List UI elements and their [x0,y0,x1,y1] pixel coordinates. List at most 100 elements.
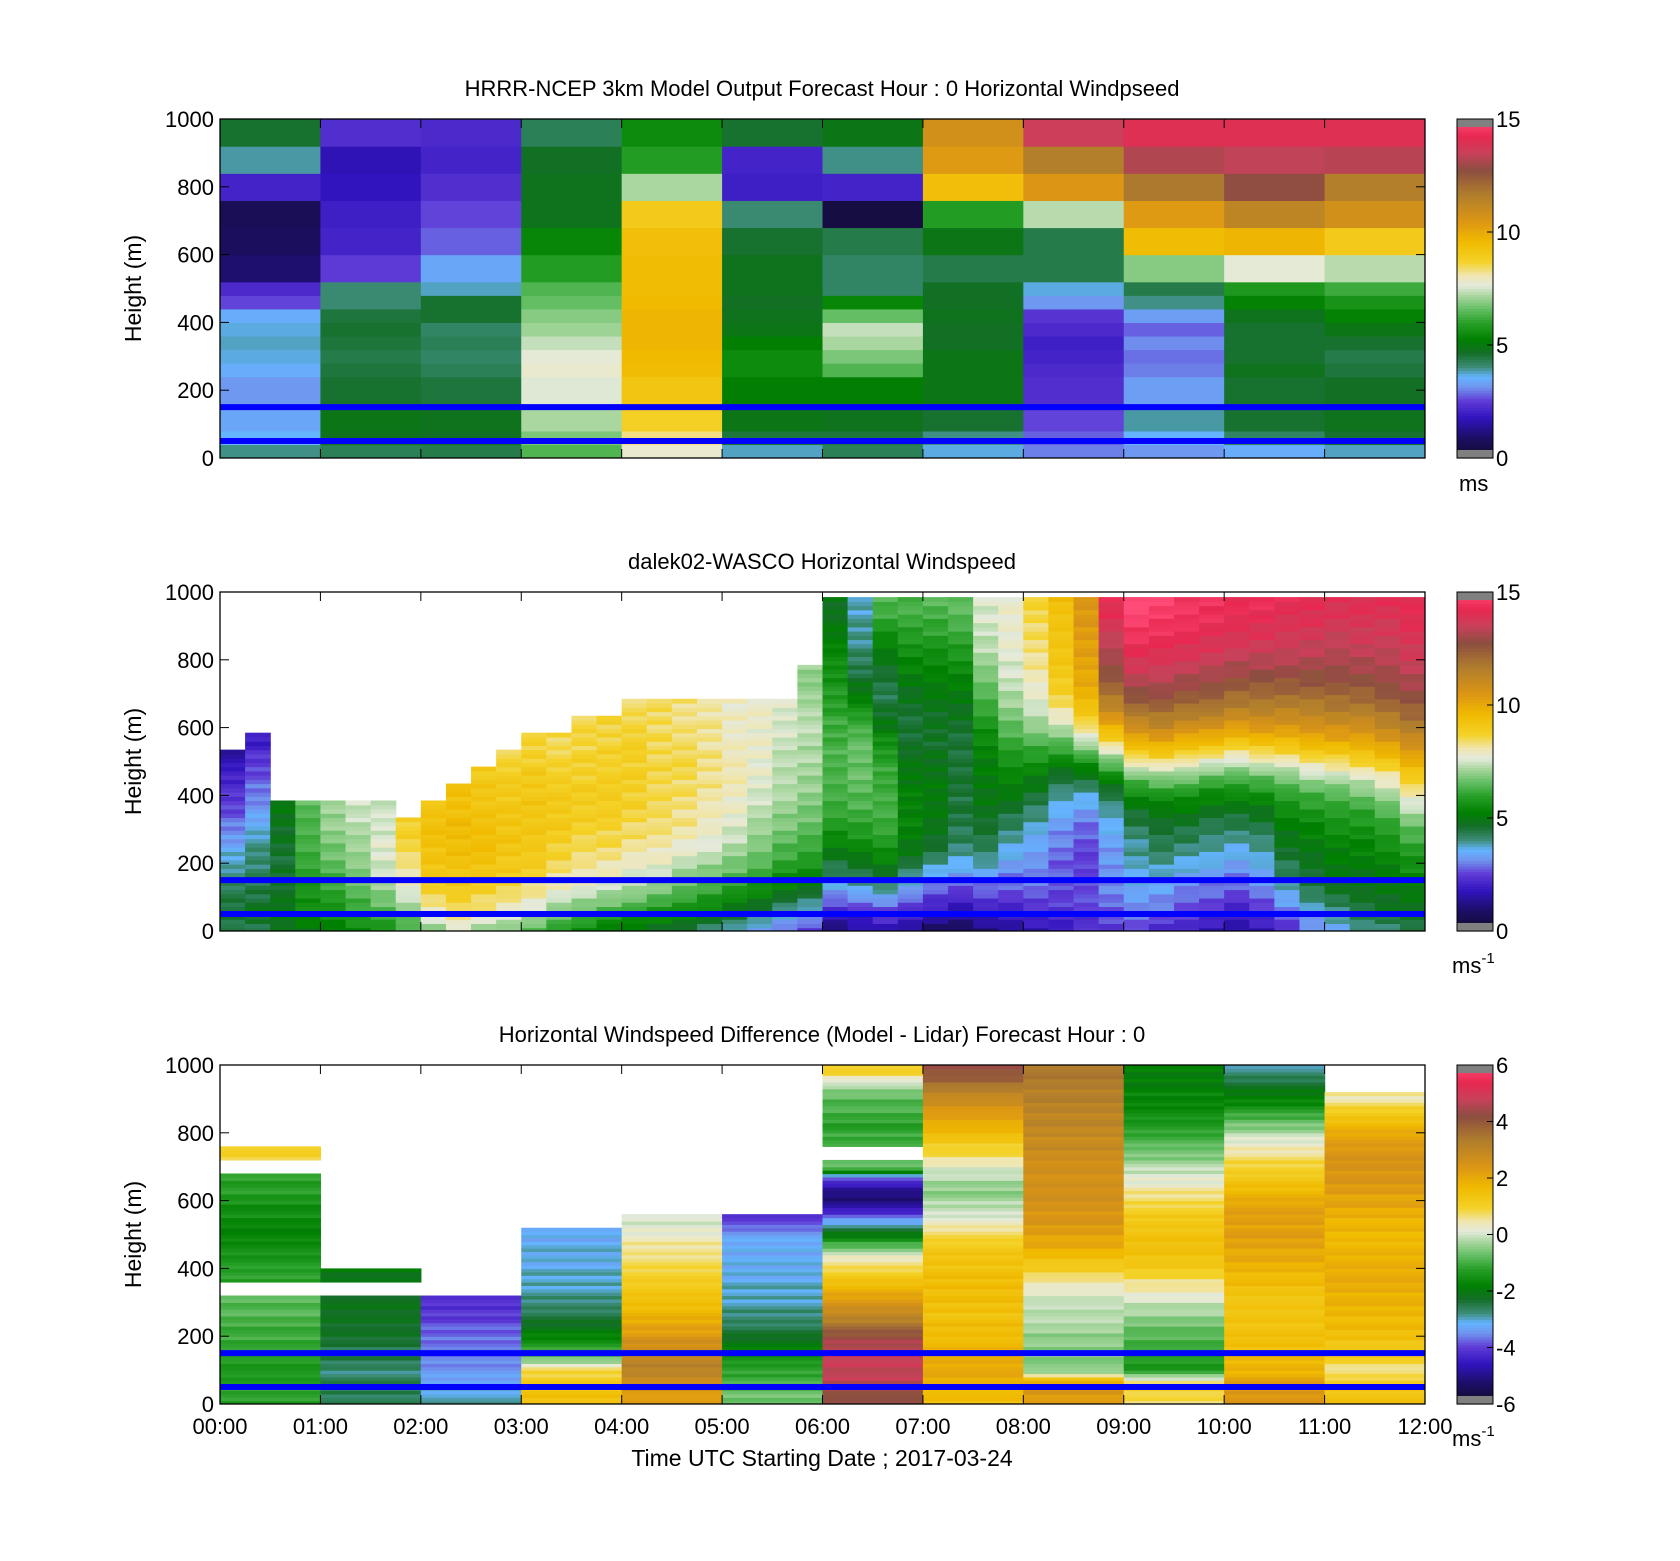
heatmap-cell [872,808,899,814]
heatmap-cell [922,745,949,751]
colorbar-swatch [1457,1214,1493,1219]
heatmap-cell [1123,639,1150,645]
heatmap-cell [671,902,698,908]
heatmap-cell [1374,923,1401,929]
heatmap-cell [1148,609,1175,615]
heatmap-cell [797,686,824,691]
colorbar-swatch [1457,702,1493,706]
heatmap-cell [671,821,698,827]
colorbar-swatch [1457,733,1493,737]
heatmap-cell [1023,783,1050,789]
heatmap-cell [1324,1183,1425,1188]
heatmap-cell [1299,914,1326,920]
heatmap-cell [420,173,522,201]
heatmap-cell [1400,932,1426,937]
heatmap-cell [897,770,924,776]
heatmap-cell [1274,736,1301,742]
heatmap-cell [1073,779,1100,785]
heatmap-cell [1349,639,1376,645]
heatmap-cell [1324,762,1351,768]
heatmap-cell [1098,601,1125,607]
heatmap-cell [922,1305,1024,1310]
x-tick-label: 10:00 [1197,1414,1252,1439]
heatmap-cell [1148,686,1175,691]
heatmap-cell [1399,758,1425,763]
heatmap-cell [822,881,849,886]
heatmap-cell [822,1322,924,1327]
heatmap-cell [1374,775,1401,780]
heatmap-cell [747,775,773,780]
heatmap-cell [1249,766,1275,772]
heatmap-cell [722,444,824,458]
heatmap-cell [621,173,723,201]
heatmap-cell [621,800,648,806]
heatmap-cell [320,1295,422,1300]
heatmap-cell [998,881,1024,886]
heatmap-cell [1224,614,1250,619]
heatmap-cell [1274,817,1301,823]
heatmap-cell [922,1126,1024,1131]
heatmap-cell [496,932,522,937]
heatmap-cell [1073,927,1100,931]
heatmap-cell [948,889,974,895]
colorbar-swatch [1457,195,1493,199]
heatmap-cell [1224,703,1250,708]
heatmap-cell [621,741,648,746]
heatmap-cell [1123,830,1150,835]
heatmap-cell [521,1281,623,1286]
heatmap-cell [1324,1359,1425,1364]
heatmap-cell [571,787,598,793]
heatmap-cell [1224,1332,1326,1337]
colorbar-swatch [1457,192,1493,196]
heatmap-cell [722,775,748,780]
heatmap-cell [496,792,522,797]
heatmap-cell [1173,707,1200,713]
heatmap-cell [395,893,422,899]
heatmap-cell [998,711,1024,717]
heatmap-cell [1098,749,1125,755]
heatmap-cell [496,864,522,869]
heatmap-cell [822,914,849,920]
heatmap-cell [1374,647,1401,653]
colorbar-swatch [1457,322,1493,326]
heatmap-cell [1224,741,1250,746]
heatmap-cell [1023,1359,1125,1364]
heatmap-cell [1224,1197,1326,1202]
colorbar-swatch [1457,299,1493,304]
colorbar-swatch [1457,203,1493,208]
heatmap-cell [1173,821,1200,827]
heatmap-cell [747,741,773,746]
heatmap-cell [922,1292,1024,1297]
colorbar-swatch [1457,1313,1493,1318]
heatmap-cell [1123,927,1150,931]
heatmap-cell [220,1268,322,1273]
heatmap-cell [1023,715,1050,721]
heatmap-cell [1123,1373,1225,1378]
heatmap-cell [621,1393,723,1398]
heatmap-cell [1374,906,1401,912]
heatmap-cell [948,893,974,899]
heatmap-cell [471,770,497,776]
heatmap-cell [1324,639,1351,645]
heatmap-cell [671,914,698,920]
heatmap-cell [220,119,322,147]
heatmap-cell [1173,639,1200,645]
heatmap-cell [872,698,899,704]
heatmap-cell [521,1326,623,1331]
heatmap-cell [496,842,522,848]
heatmap-cell [420,1346,522,1351]
heatmap-cell [1073,728,1100,734]
heatmap-cell [1073,864,1100,869]
heatmap-cell [621,859,648,865]
heatmap-cell [722,728,748,734]
heatmap-cell [922,855,949,861]
heatmap-cell [696,830,723,835]
heatmap-cell [1023,1088,1125,1093]
heatmap-cell [546,838,573,844]
heatmap-cell [797,715,824,721]
heatmap-cell [1123,821,1150,827]
heatmap-cell [621,1305,723,1310]
heatmap-cell [220,1173,322,1178]
heatmap-cell [1023,1166,1125,1171]
heatmap-cell [822,1207,924,1212]
